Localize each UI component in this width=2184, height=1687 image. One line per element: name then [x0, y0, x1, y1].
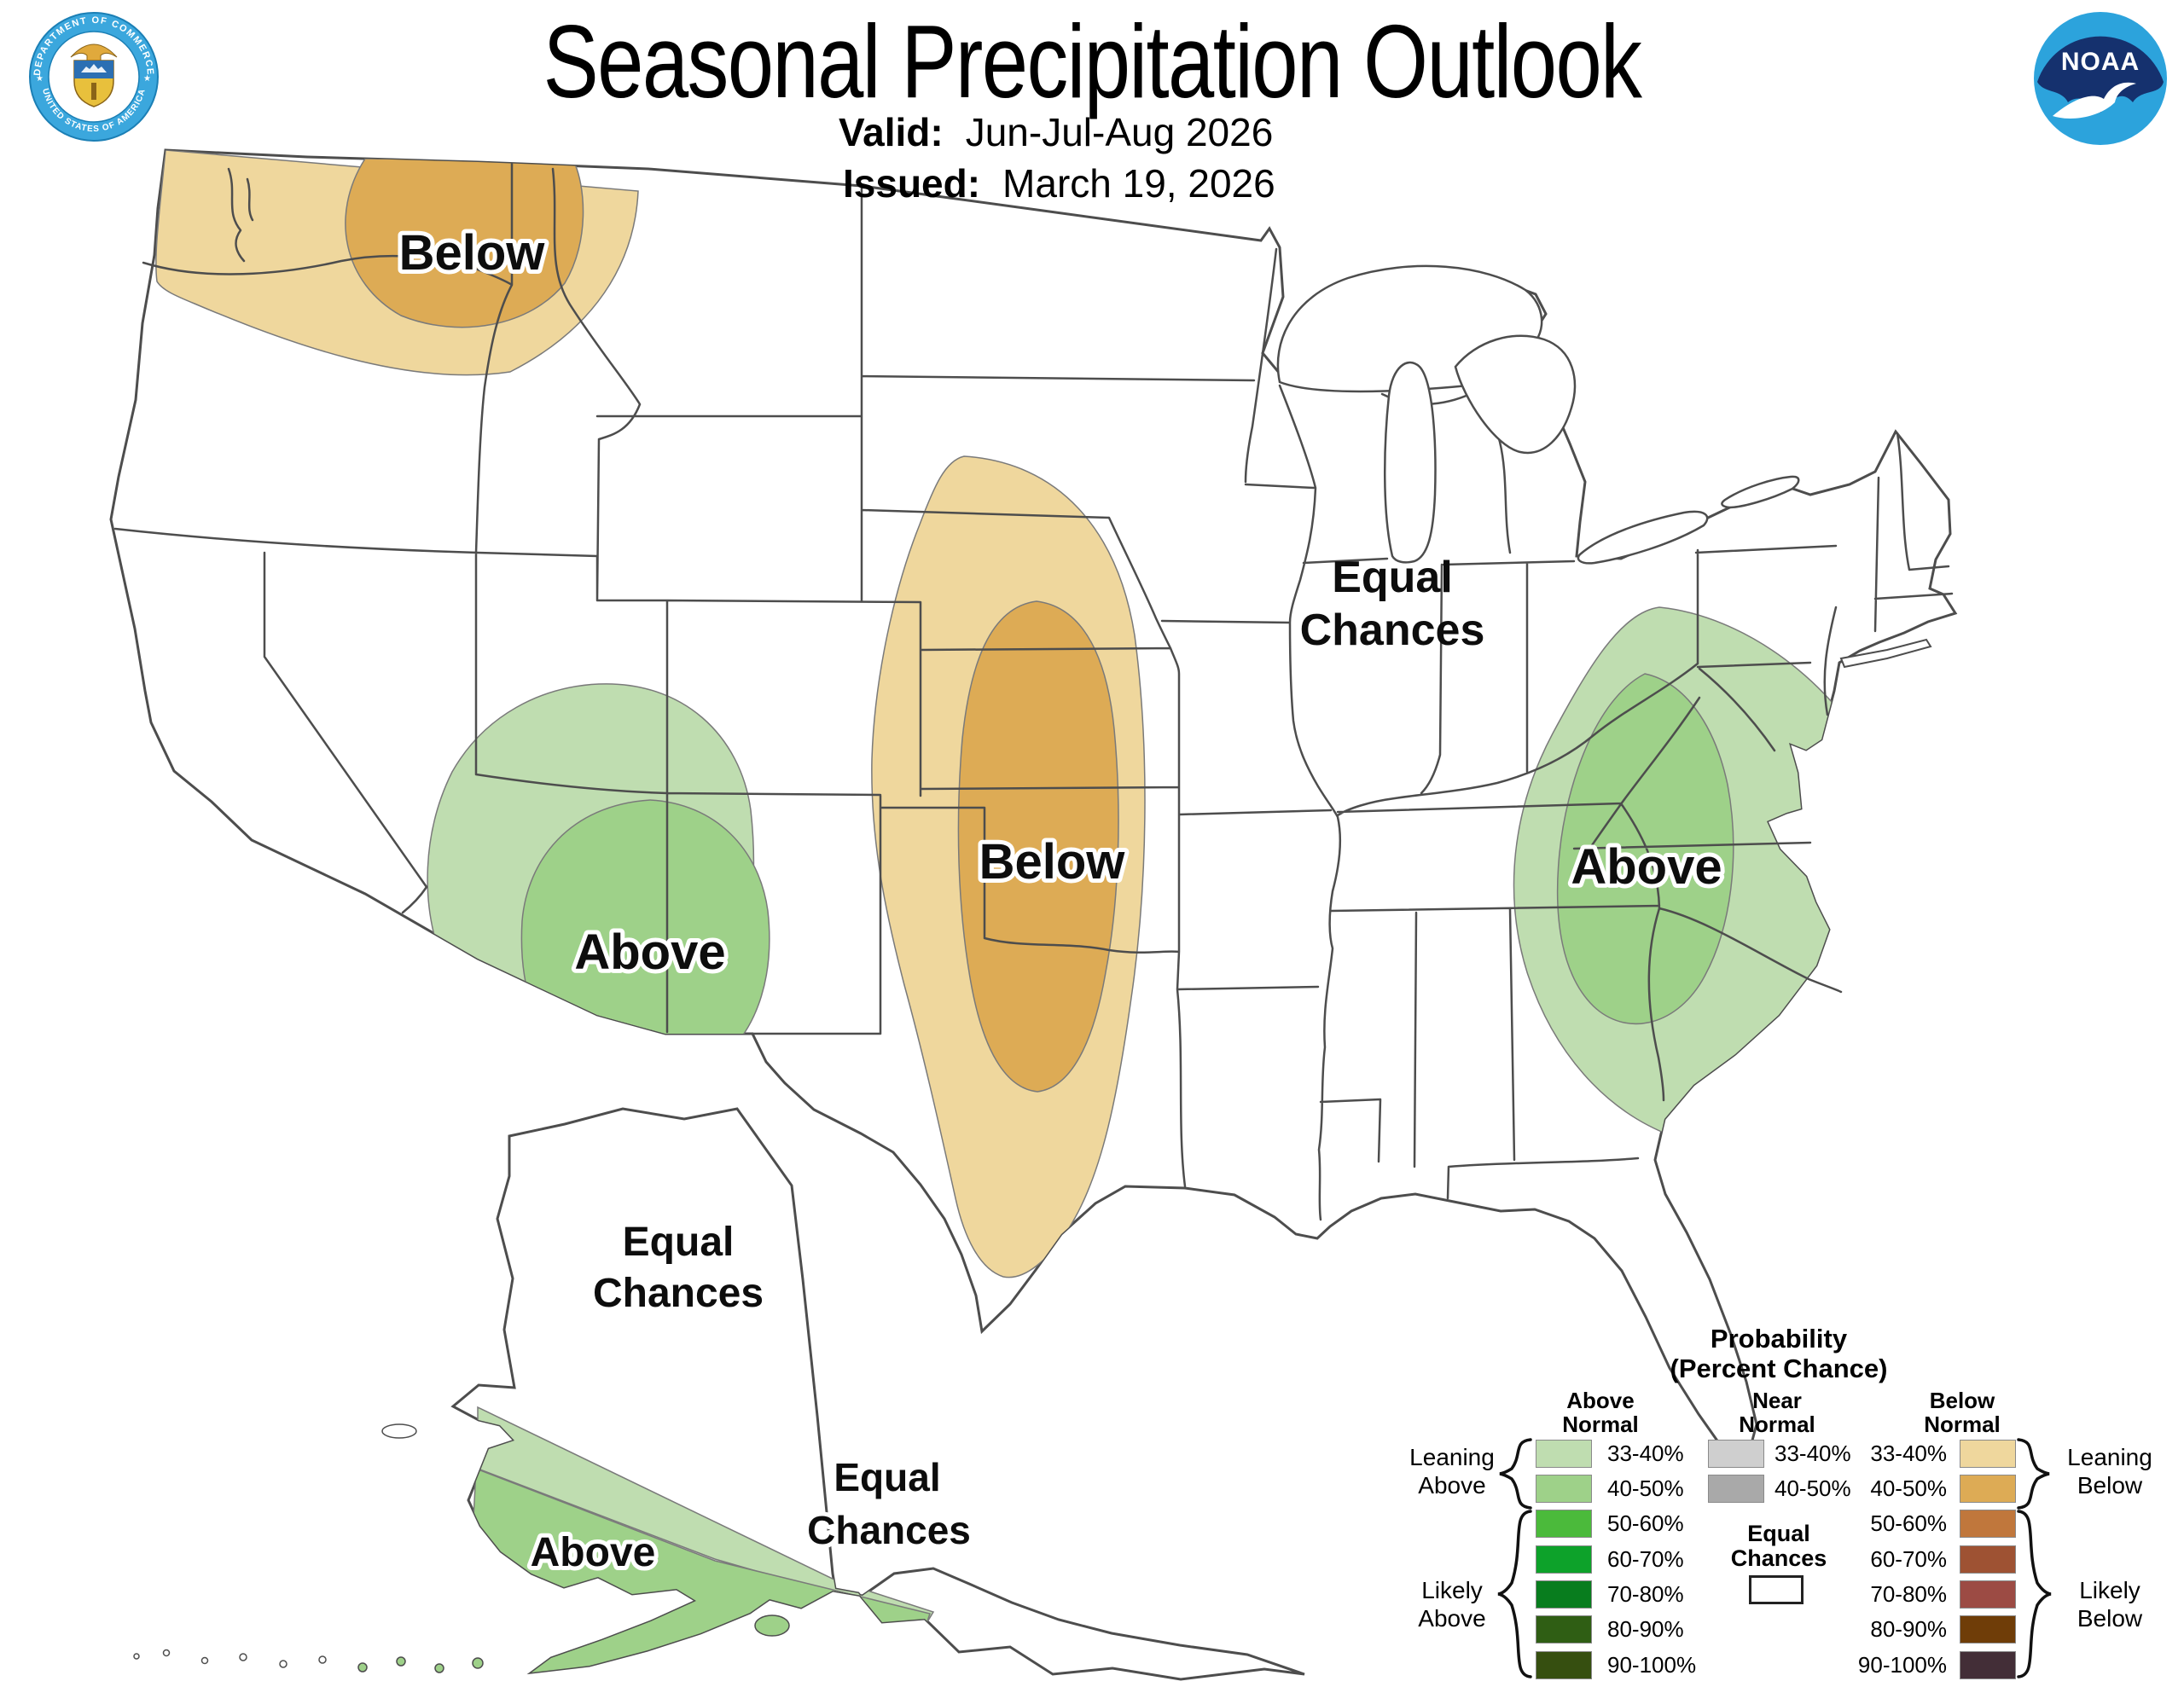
region-central-below-inner	[957, 600, 1119, 1093]
long-island	[1839, 638, 1932, 669]
legend-title: Probability (Percent Chance)	[1670, 1324, 1888, 1383]
legend-equal-chances-swatch	[1749, 1575, 1804, 1604]
range-below-40-50: 40-50%	[1870, 1475, 1947, 1501]
swatch-below-60-70	[1960, 1545, 2016, 1574]
legend-header-above-normal: Above Normal	[1562, 1388, 1639, 1437]
swatch-above-70-80	[1536, 1580, 1592, 1609]
swatch-near-40-50	[1708, 1475, 1764, 1503]
range-above-50-60: 50-60%	[1607, 1510, 1684, 1536]
swatch-above-33-40	[1536, 1440, 1592, 1468]
lake-ontario	[1721, 475, 1800, 509]
range-above-80-90: 80-90%	[1607, 1616, 1684, 1642]
noaa-gull-icon	[2053, 82, 2136, 119]
legend-braces	[1497, 1438, 2052, 1678]
ship-icon	[81, 64, 107, 72]
page-title: Seasonal Precipitation Outlook	[543, 3, 1642, 119]
label-alaska-above: Above	[531, 1530, 656, 1575]
brace-leaning-above	[1499, 1438, 1532, 1510]
lake-huron	[1454, 334, 1577, 455]
range-below-80-90: 80-90%	[1870, 1616, 1947, 1642]
label-pnw-below: Below	[399, 225, 546, 281]
valid-label: Valid:	[839, 110, 944, 154]
swatch-above-90-100	[1536, 1651, 1592, 1679]
valid-value: Jun-Jul-Aug 2026	[965, 110, 1274, 154]
ring-star-left: ★	[36, 74, 44, 84]
range-below-50-60: 50-60%	[1870, 1510, 1947, 1536]
swatch-near-33-40	[1708, 1440, 1764, 1468]
legend-header-below-normal: Below Normal	[1924, 1388, 2001, 1437]
lighthouse-icon	[91, 83, 96, 100]
swatch-above-40-50	[1536, 1475, 1592, 1503]
range-below-70-80: 70-80%	[1870, 1581, 1947, 1607]
great-lakes	[1276, 264, 1800, 565]
label-central-below: Below	[979, 834, 1126, 890]
eagle-icon	[70, 43, 118, 63]
issued-line: Issued: March 19, 2026	[843, 160, 1275, 206]
noaa-logo: NOAA	[2034, 12, 2167, 145]
lake-michigan	[1384, 361, 1437, 564]
ring-star-right: ★	[143, 74, 151, 84]
swatch-below-80-90	[1960, 1615, 2016, 1644]
swatch-below-40-50	[1960, 1475, 2016, 1503]
svg-text:Equal: Equal	[623, 1220, 735, 1265]
range-above-60-70: 60-70%	[1607, 1546, 1684, 1572]
range-above-40-50: 40-50%	[1607, 1475, 1684, 1501]
alaska-islands	[133, 1423, 790, 1673]
kodiak-island	[754, 1615, 790, 1637]
svg-text:Equal: Equal	[1332, 553, 1453, 602]
legend-header-near-normal: Near Normal	[1739, 1388, 1815, 1437]
brace-leaning-below	[2017, 1438, 2050, 1510]
range-below-90-100: 90-100%	[1857, 1652, 1947, 1678]
st-lawrence-island	[381, 1423, 417, 1439]
swatch-below-50-60	[1960, 1510, 2016, 1538]
svg-text:Chances: Chances	[1300, 606, 1485, 655]
noaa-wordmark: NOAA	[2061, 48, 2140, 76]
range-above-90-100: 90-100%	[1607, 1652, 1697, 1678]
swatch-above-50-60	[1536, 1510, 1592, 1538]
range-near-33-40: 33-40%	[1774, 1441, 1851, 1466]
svg-text:Equal: Equal	[834, 1455, 940, 1499]
swatch-above-80-90	[1536, 1615, 1592, 1644]
noaa-dark-shell	[2037, 36, 2164, 113]
legend-leaning-above: Leaning Above	[1409, 1444, 1495, 1499]
svg-text:Chances: Chances	[593, 1271, 764, 1316]
label-midwest-equal-chances: Equal Chances	[1300, 553, 1485, 655]
legend-leaning-below: Leaning Below	[2067, 1444, 2152, 1499]
legend-likely-above: Likely Above	[1418, 1577, 1486, 1632]
label-southeast-above: Above	[1571, 839, 1722, 895]
swatch-above-60-70	[1536, 1545, 1592, 1574]
issued-value: March 19, 2026	[1002, 161, 1275, 206]
lake-erie	[1577, 510, 1709, 565]
brace-likely-above	[1497, 1510, 1532, 1678]
region-southeast-above-inner	[1556, 673, 1734, 1025]
range-below-33-40: 33-40%	[1870, 1441, 1947, 1466]
label-alaska-se-equal-chances: Equal Chances	[803, 1451, 975, 1557]
range-above-33-40: 33-40%	[1607, 1441, 1684, 1466]
region-pnw-below-inner	[345, 158, 584, 328]
range-above-70-80: 70-80%	[1607, 1581, 1684, 1607]
legend-equal-chances-label: Equal Chances	[1730, 1521, 1827, 1571]
swatch-below-90-100	[1960, 1651, 2016, 1679]
brace-likely-below	[2017, 1510, 2052, 1678]
swatch-below-70-80	[1960, 1580, 2016, 1609]
label-alaska-north-equal-chances: Equal Chances	[593, 1220, 764, 1316]
label-southwest-above: Above	[574, 925, 725, 980]
range-below-60-70: 60-70%	[1870, 1546, 1947, 1572]
legend-likely-below: Likely Below	[2077, 1577, 2143, 1632]
svg-text:Chances: Chances	[807, 1508, 971, 1552]
range-near-40-50: 40-50%	[1774, 1475, 1851, 1501]
valid-line: Valid: Jun-Jul-Aug 2026	[839, 109, 1273, 155]
commerce-seal: DEPARTMENT OF COMMERCE UNITED STATES OF …	[29, 12, 159, 142]
issued-label: Issued:	[843, 161, 981, 206]
swatch-below-33-40	[1960, 1440, 2016, 1468]
